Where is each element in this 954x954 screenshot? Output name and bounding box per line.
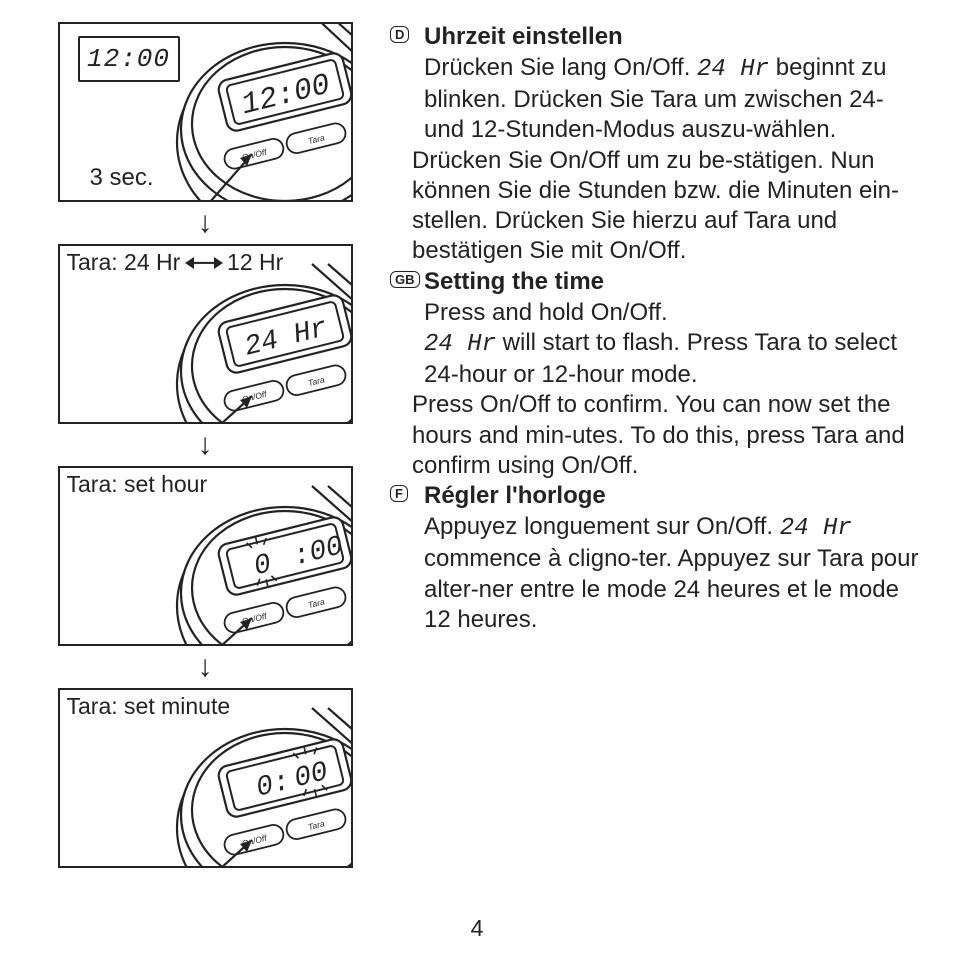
page-number: 4 (0, 915, 954, 942)
text: Press and hold On/Off. (424, 299, 668, 326)
lang-code: GB (390, 271, 420, 288)
lcd-text-inline: 24 Hr (424, 331, 496, 358)
paragraph: Drücken Sie On/Off um zu be-stätigen. Nu… (412, 146, 924, 267)
device-drawing: 24 Hr On/Off Tara (60, 246, 353, 424)
figure-column: 12:00 3 sec. (50, 22, 360, 868)
figure-step-3: Tara: set hour 0 :00 (58, 466, 353, 646)
section-heading: Régler l'horloge (424, 481, 606, 511)
device-drawing: 0 :00 (60, 468, 353, 646)
section-heading: Uhrzeit einstellen (424, 22, 623, 52)
lang-badge: D (390, 26, 424, 48)
lang-badge: F (390, 485, 424, 507)
lang-badge: GB (390, 271, 424, 293)
section-de: D Uhrzeit einstellen (390, 22, 924, 53)
lang-code: D (390, 26, 409, 43)
down-arrow-icon: ↓ (198, 652, 213, 682)
paragraph: Appuyez longuement sur On/Off. 24 Hr com… (424, 512, 924, 635)
text: Appuyez longuement sur On/Off. (424, 513, 780, 540)
text-column: D Uhrzeit einstellen Drücken Sie lang On… (390, 22, 924, 868)
figure-step-4: Tara: set minute 0: 00 (58, 688, 353, 868)
lang-code: F (390, 485, 408, 502)
text: Drücken Sie lang On/Off. (424, 54, 697, 81)
manual-page: 12:00 3 sec. (0, 0, 954, 878)
section-gb: GB Setting the time (390, 267, 924, 298)
paragraph: Press and hold On/Off. 24 Hr will start … (424, 298, 924, 391)
down-arrow-icon: ↓ (198, 430, 213, 460)
section-fr: F Régler l'horloge (390, 481, 924, 512)
lcd-text-inline: 24 Hr (697, 56, 769, 83)
figure-step-2: Tara: 24 Hr 12 Hr 24 Hr (58, 244, 353, 424)
device-drawing: 12:00 On/Off Tara (60, 24, 353, 202)
figure-step-1: 12:00 3 sec. (58, 22, 353, 202)
lcd-text-inline: 24 Hr (780, 515, 852, 542)
paragraph: Drücken Sie lang On/Off. 24 Hr beginnt z… (424, 53, 924, 146)
device-drawing: 0: 00 On/Off (60, 690, 353, 868)
down-arrow-icon: ↓ (198, 208, 213, 238)
paragraph: Press On/Off to confirm. You can now set… (412, 390, 924, 481)
section-heading: Setting the time (424, 267, 604, 297)
text: commence à cligno-ter. Appuyez sur Tara … (424, 545, 918, 632)
